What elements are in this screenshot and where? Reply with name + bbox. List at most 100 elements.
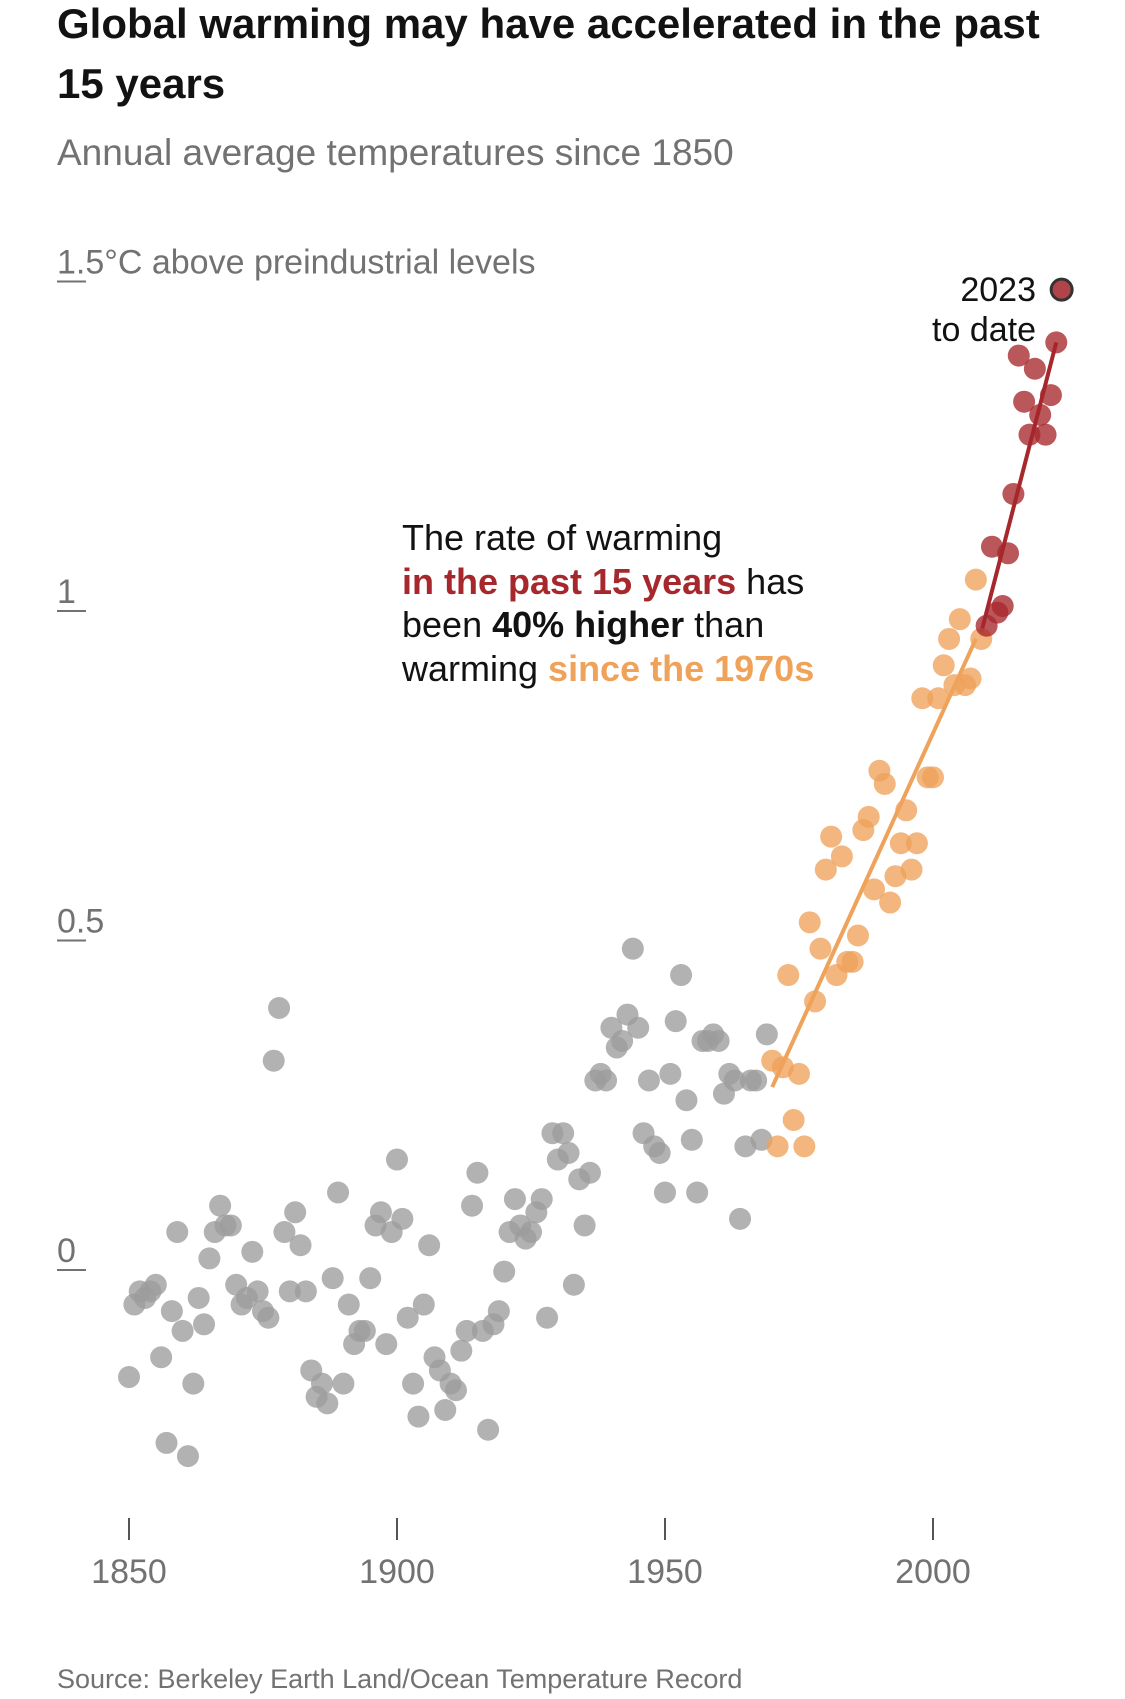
x-tick-label: 2000 xyxy=(895,1553,971,1591)
data-point xyxy=(745,1069,768,1092)
data-point xyxy=(637,1069,660,1092)
data-point xyxy=(804,990,827,1013)
chart-title: Global warming may have accelerated in t… xyxy=(57,0,1040,107)
data-point xyxy=(278,1280,301,1303)
data-point xyxy=(171,1319,194,1342)
data-point xyxy=(1007,344,1030,367)
data-point xyxy=(863,878,886,901)
data-point xyxy=(284,1201,307,1224)
annotation-before-bold: been xyxy=(402,604,493,645)
data-point xyxy=(294,1280,317,1303)
data-point xyxy=(434,1398,457,1421)
data-point xyxy=(755,1023,778,1046)
data-point xyxy=(552,1122,575,1145)
data-point xyxy=(1023,357,1046,380)
data-point xyxy=(118,1366,140,1389)
label-2023-line-2: to date xyxy=(932,311,1036,349)
data-point xyxy=(316,1392,339,1415)
y-tick-label: 0 xyxy=(57,1232,76,1270)
data-point xyxy=(144,1273,167,1296)
data-point xyxy=(932,654,955,677)
data-point xyxy=(707,1029,730,1052)
annotation-after-bold: than xyxy=(684,604,765,645)
data-point xyxy=(310,1372,333,1395)
data-point xyxy=(959,667,982,690)
data-point xyxy=(900,858,923,881)
annotation-line-1: The rate of warming xyxy=(402,517,723,558)
data-point xyxy=(654,1181,676,1204)
data-point xyxy=(879,891,902,914)
trend-line xyxy=(770,638,978,1088)
data-point xyxy=(396,1306,419,1329)
data-point xyxy=(1039,384,1062,407)
data-point xyxy=(729,1207,752,1230)
data-point xyxy=(262,1049,285,1072)
data-point xyxy=(391,1207,414,1230)
data-point xyxy=(927,687,950,710)
data-point xyxy=(321,1267,344,1290)
data-point xyxy=(723,1069,746,1092)
data-point xyxy=(680,1128,703,1151)
data-point xyxy=(997,542,1020,565)
data-point xyxy=(187,1286,210,1309)
data-point xyxy=(520,1221,542,1244)
data-point xyxy=(455,1319,478,1342)
data-point xyxy=(611,1029,634,1052)
data-point xyxy=(670,964,693,987)
data-point xyxy=(418,1234,441,1257)
data-point xyxy=(289,1234,312,1257)
data-point xyxy=(241,1240,264,1263)
data-point xyxy=(386,1148,408,1171)
warming-rate-annotation: The rate of warming in the past 15 years… xyxy=(402,516,814,690)
label-2023-line-1: 2023 xyxy=(960,271,1036,309)
data-point xyxy=(1013,390,1036,413)
data-point xyxy=(991,595,1014,617)
data-point xyxy=(536,1306,559,1329)
y-tick-label: 0.5 xyxy=(57,903,104,941)
chart-subtitle: Annual average temperatures since 1850 xyxy=(57,132,734,173)
data-point xyxy=(793,1135,816,1158)
data-point xyxy=(675,1089,698,1112)
data-point xyxy=(412,1293,435,1316)
data-point xyxy=(766,1135,789,1158)
data-point xyxy=(814,858,837,881)
data-point xyxy=(150,1346,173,1369)
data-point xyxy=(160,1300,183,1323)
annotation-line-3: been 40% higher than xyxy=(402,603,814,647)
data-point xyxy=(246,1280,269,1303)
data-point xyxy=(182,1372,205,1395)
data-point xyxy=(809,937,832,960)
data-point xyxy=(209,1194,232,1217)
data-point xyxy=(627,1016,650,1039)
data-point xyxy=(493,1260,516,1283)
annotation-orange-highlight: since the 1970s xyxy=(548,647,815,689)
data-point xyxy=(1034,423,1057,446)
data-point xyxy=(369,1201,392,1224)
data-point xyxy=(820,825,843,848)
data-point xyxy=(648,1141,671,1164)
annotation-bold: 40% higher xyxy=(492,604,685,645)
data-point xyxy=(621,937,644,960)
data-point xyxy=(166,1221,189,1244)
x-tick-label: 1950 xyxy=(627,1553,703,1591)
data-point xyxy=(375,1333,398,1356)
axes-layer: 1850 1900 1950 2000 0 0.5 1 1.5°C above preindu… xyxy=(57,244,971,1591)
data-point xyxy=(557,1141,580,1164)
data-point xyxy=(964,568,987,591)
data-point xyxy=(798,911,821,934)
data-point xyxy=(895,799,918,822)
data-point xyxy=(595,1069,618,1092)
data-point xyxy=(1018,423,1041,446)
annotation-red-highlight: in the past 15 years xyxy=(402,560,737,602)
data-point xyxy=(873,772,896,795)
data-point xyxy=(487,1300,510,1323)
annotation-after-red: has xyxy=(736,560,805,602)
data-point xyxy=(530,1188,553,1211)
annotation-line-4: warming since the 1970s xyxy=(402,647,814,691)
data-point xyxy=(788,1062,810,1085)
label-2023-to-date: 2023 to date xyxy=(932,270,1036,350)
data-point xyxy=(444,1379,467,1402)
data-point xyxy=(503,1188,526,1211)
data-point xyxy=(402,1372,425,1395)
data-point xyxy=(268,996,291,1019)
